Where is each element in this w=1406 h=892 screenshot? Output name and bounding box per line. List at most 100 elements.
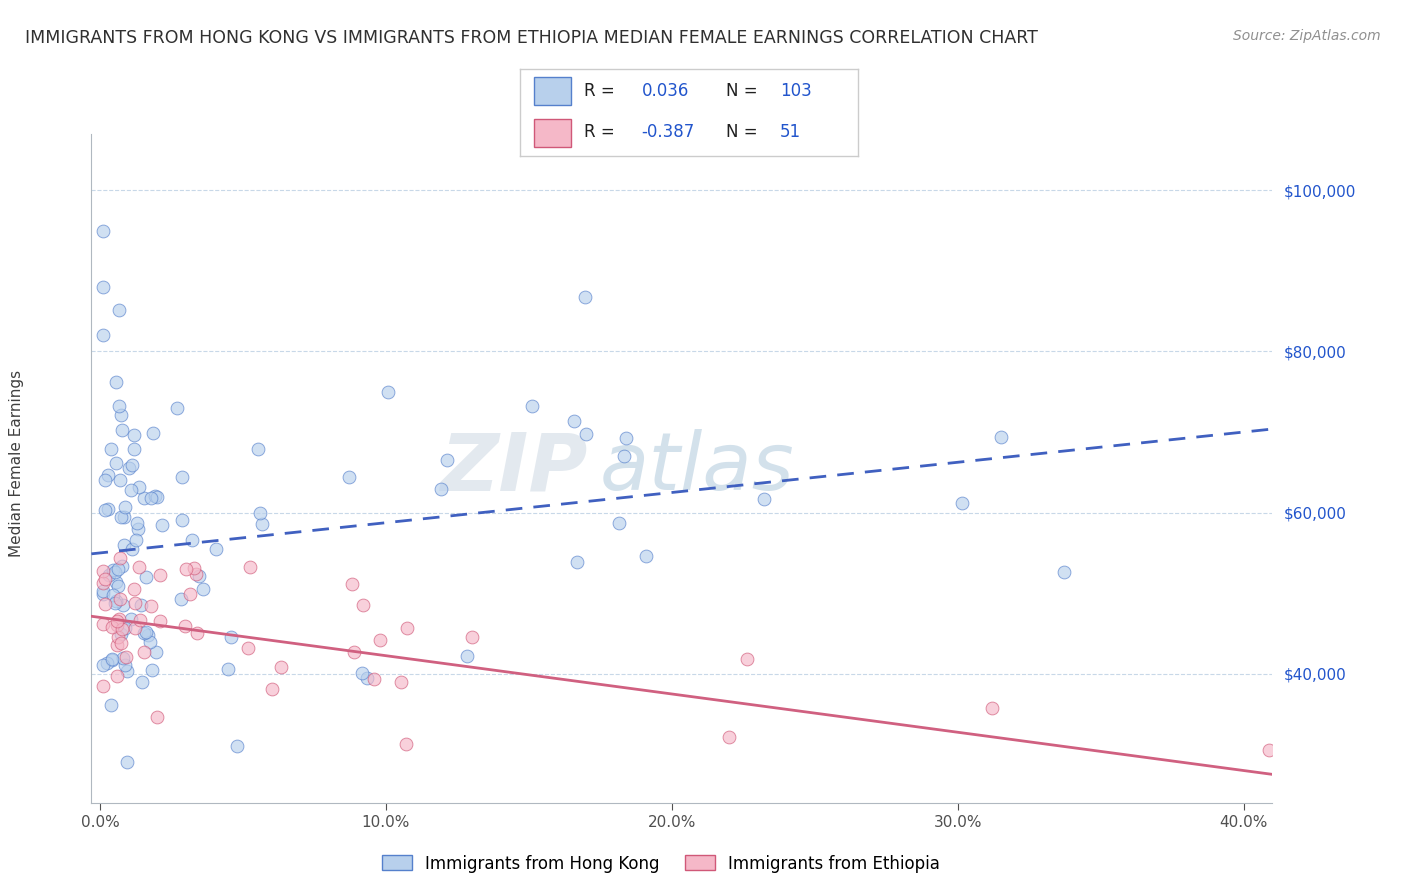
Point xyxy=(100,698,122,712)
Point xyxy=(121,542,143,557)
Text: Median Female Earnings: Median Female Earnings xyxy=(10,370,24,558)
Point xyxy=(111,559,134,574)
Point xyxy=(122,428,145,442)
Text: -0.387: -0.387 xyxy=(641,123,695,142)
Point xyxy=(246,442,269,457)
Point xyxy=(91,617,114,632)
Point xyxy=(105,618,128,632)
Point xyxy=(105,638,128,652)
Point xyxy=(735,651,758,665)
Point xyxy=(105,669,128,683)
Point xyxy=(950,496,973,510)
Point xyxy=(128,480,150,494)
Point xyxy=(172,513,194,527)
Point xyxy=(110,510,132,524)
Text: R =: R = xyxy=(585,82,614,101)
Point xyxy=(114,658,136,673)
Point xyxy=(990,430,1012,444)
Point xyxy=(101,588,124,602)
Point xyxy=(238,641,260,656)
Point xyxy=(93,473,115,487)
Point xyxy=(337,470,360,484)
Point xyxy=(97,568,120,582)
Point xyxy=(111,650,134,665)
Point xyxy=(128,560,150,574)
Point xyxy=(101,620,124,634)
Text: R =: R = xyxy=(585,123,614,142)
Point xyxy=(522,399,544,413)
Point xyxy=(104,375,127,389)
Point xyxy=(125,533,148,548)
Point xyxy=(91,576,114,591)
Point xyxy=(132,626,155,640)
Text: atlas: atlas xyxy=(599,429,794,508)
Point xyxy=(120,611,142,625)
Text: 51: 51 xyxy=(780,123,801,142)
Point xyxy=(101,651,124,665)
Point xyxy=(110,423,132,437)
Point xyxy=(186,625,208,640)
Point xyxy=(368,632,391,647)
Point xyxy=(205,541,228,556)
Point xyxy=(172,470,194,484)
Point xyxy=(565,555,588,569)
Point xyxy=(108,400,131,414)
Point xyxy=(718,730,741,744)
Point xyxy=(101,563,124,577)
Text: ZIP: ZIP xyxy=(440,429,588,508)
Point xyxy=(191,582,214,596)
Point xyxy=(461,630,484,644)
Point xyxy=(429,482,451,496)
Point xyxy=(145,644,167,658)
Point xyxy=(436,452,458,467)
Point xyxy=(107,561,129,575)
Point xyxy=(124,442,146,456)
Point xyxy=(239,560,262,574)
Point xyxy=(115,756,138,770)
Point xyxy=(107,579,129,593)
Point xyxy=(100,652,122,666)
Point xyxy=(91,223,114,237)
Point xyxy=(97,502,120,516)
Point xyxy=(564,414,586,428)
Point xyxy=(127,523,149,537)
Point xyxy=(356,671,378,685)
Point xyxy=(139,635,162,649)
Point xyxy=(149,614,172,628)
Point xyxy=(176,562,198,576)
Point xyxy=(141,664,163,678)
Point xyxy=(96,657,118,671)
Point xyxy=(107,303,129,318)
Text: N =: N = xyxy=(725,82,758,101)
Legend: Immigrants from Hong Kong, Immigrants from Ethiopia: Immigrants from Hong Kong, Immigrants fr… xyxy=(375,848,946,880)
Point xyxy=(110,408,132,422)
Point xyxy=(752,492,775,507)
Point xyxy=(575,427,598,442)
Point xyxy=(612,450,634,464)
Point xyxy=(249,506,271,520)
Point xyxy=(114,621,136,635)
Point xyxy=(352,599,374,613)
Point xyxy=(1257,742,1279,756)
Point xyxy=(363,672,385,686)
Point xyxy=(180,533,202,547)
Point xyxy=(97,468,120,483)
Point xyxy=(1052,565,1074,579)
Point xyxy=(187,569,209,583)
Point xyxy=(104,565,127,579)
Point xyxy=(108,473,131,487)
Point xyxy=(122,582,145,596)
Text: 103: 103 xyxy=(780,82,811,101)
Point xyxy=(91,328,114,343)
Point xyxy=(120,483,142,497)
Point xyxy=(112,598,135,612)
Point xyxy=(91,564,114,578)
Point xyxy=(104,594,127,608)
Text: IMMIGRANTS FROM HONG KONG VS IMMIGRANTS FROM ETHIOPIA MEDIAN FEMALE EARNINGS COR: IMMIGRANTS FROM HONG KONG VS IMMIGRANTS … xyxy=(25,29,1038,46)
Point xyxy=(91,679,114,693)
Point xyxy=(456,649,478,664)
Point xyxy=(343,645,366,659)
Point xyxy=(104,456,127,470)
Point xyxy=(114,500,136,514)
Text: 0.036: 0.036 xyxy=(641,82,689,101)
